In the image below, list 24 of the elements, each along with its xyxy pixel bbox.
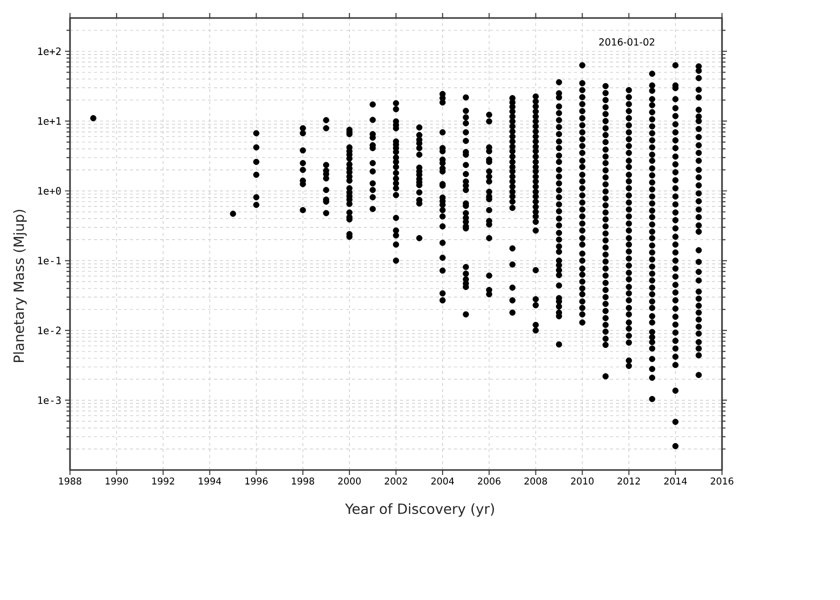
x-tick-label: 2010 (571, 478, 594, 485)
x-tick-label: 2012 (618, 478, 640, 485)
y-axis-title: Planetary Mass (Mjup) (13, 210, 27, 362)
x-tick-label: 1996 (245, 478, 268, 485)
y-tick-label: 1e+2 (38, 47, 61, 56)
x-tick-label: 1988 (59, 478, 82, 485)
x-tick-label: 1990 (106, 478, 128, 485)
x-tick-label: 2016 (710, 478, 734, 485)
x-tick-label: 2000 (338, 478, 361, 485)
y-tick-label: 1e-1 (38, 256, 61, 264)
x-tick-label: 2006 (478, 478, 500, 485)
y-tick-label: 1e+1 (38, 117, 61, 125)
x-tick-label: 2008 (524, 478, 547, 485)
x-tick-label: 1994 (198, 478, 222, 485)
annotation: 2016-01-02 (599, 38, 654, 46)
x-tick-label: 1998 (292, 478, 314, 485)
y-tick-label: 1e-3 (38, 396, 61, 404)
x-tick-label: 2002 (384, 478, 407, 485)
x-tick-label: 2004 (431, 478, 454, 485)
y-tick-label: 1e-2 (38, 326, 61, 334)
y-tick-label: 1e+0 (38, 187, 61, 195)
x-tick-label: 1992 (152, 478, 174, 485)
x-axis-title: Year of Discovery (yr) (345, 503, 494, 517)
x-tick-label: 2014 (664, 478, 687, 485)
